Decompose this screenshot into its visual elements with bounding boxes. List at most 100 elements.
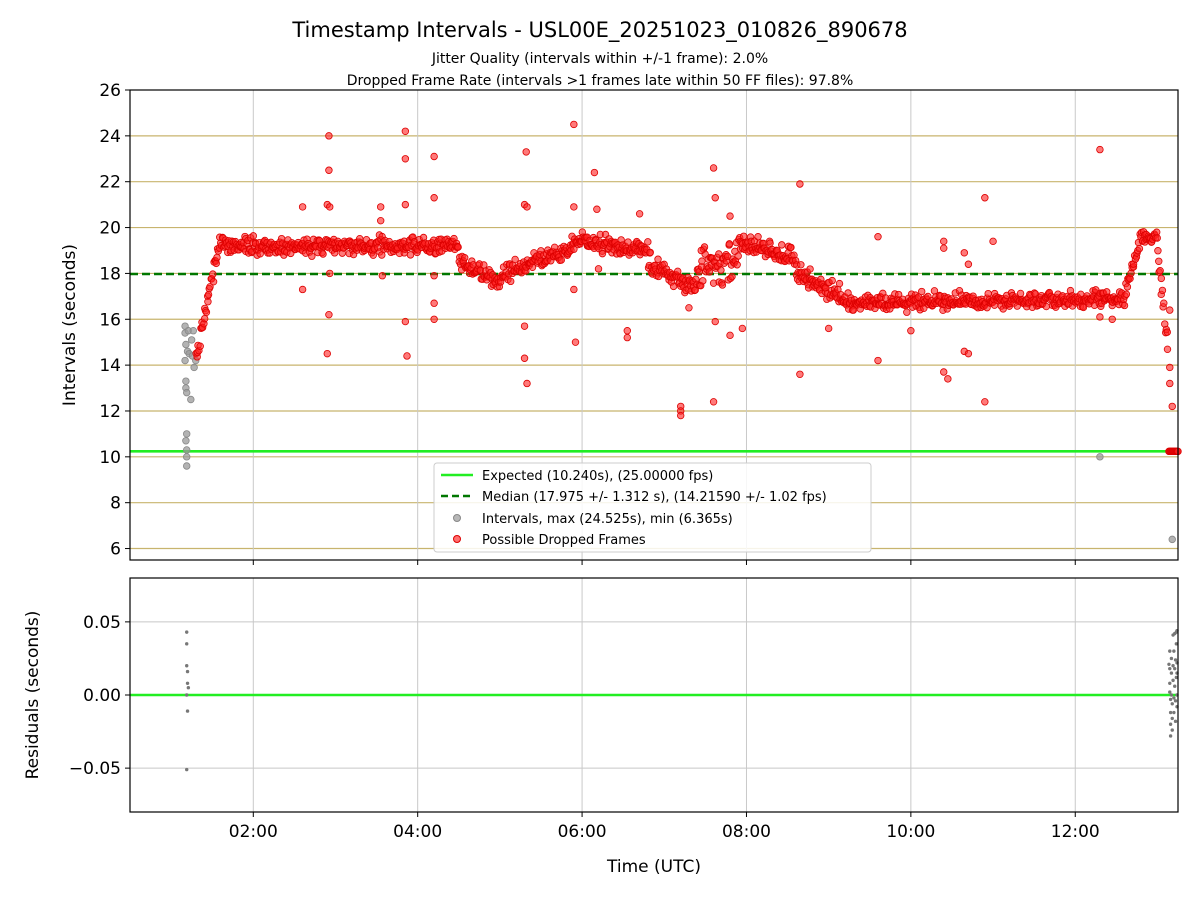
- dropped-frame-point: [734, 252, 742, 260]
- x-tick-label: 12:00: [1051, 822, 1100, 842]
- dropped-frame-point: [1016, 289, 1025, 298]
- dropped-frame-point: [523, 203, 531, 211]
- dropped-frame-point: [298, 203, 307, 211]
- dropped-frame-point: [705, 268, 714, 276]
- residual-point: [1174, 642, 1179, 646]
- dropped-frame-point: [754, 233, 762, 241]
- interval-point: [189, 327, 197, 335]
- dropped-frame-rate-subtitle: Dropped Frame Rate (intervals >1 frames …: [347, 73, 854, 89]
- dropped-frame-point: [430, 194, 438, 202]
- dropped-frame-point: [981, 398, 989, 406]
- intervals-y-tick-label: 20: [99, 219, 121, 239]
- residual-point: [1172, 649, 1176, 653]
- legend-intervals-swatch: [453, 514, 461, 522]
- residual-point: [185, 669, 190, 674]
- residuals-y-tick-label: 0.00: [83, 686, 121, 706]
- dropped-frame-point: [1163, 345, 1172, 354]
- dropped-frame-point: [401, 155, 410, 163]
- dropped-frame-point: [430, 152, 438, 161]
- dropped-frame-point: [697, 246, 705, 255]
- residual-point: [1173, 658, 1178, 662]
- intervals-plot: 6 8 10 12 14 16 18 20 22 24 26 Intervals (seconds)…: [60, 81, 1182, 565]
- x-axis-label: Time (UTC): [606, 857, 701, 877]
- intervals-points: [181, 120, 1182, 544]
- chart-legend: Expected (10.240s), (25.00000 fps) Media…: [433, 462, 872, 553]
- dropped-frame-point: [726, 212, 734, 220]
- dropped-frame-point: [1120, 301, 1129, 310]
- dropped-frame-point: [685, 304, 693, 312]
- dropped-frame-point: [698, 257, 706, 265]
- dropped-frame-point: [256, 250, 264, 258]
- dropped-frame-point: [325, 132, 333, 140]
- x-tick-label: 10:00: [886, 822, 935, 842]
- dropped-frame-point: [733, 261, 741, 269]
- dropped-frame-point: [1166, 363, 1174, 372]
- dropped-frame-point: [1123, 283, 1132, 291]
- dropped-frame-point: [796, 370, 804, 378]
- residual-point: [185, 693, 189, 697]
- residual-point: [185, 664, 189, 668]
- dropped-frame-point: [960, 249, 968, 257]
- interval-point: [182, 377, 190, 385]
- residual-point: [1169, 671, 1174, 675]
- dropped-frame-point: [590, 168, 599, 177]
- dropped-frame-point: [204, 298, 212, 306]
- dropped-frame-point: [940, 244, 948, 252]
- dropped-frame-point: [202, 308, 211, 316]
- intervals-plot-frame: [129, 89, 1179, 561]
- intervals-y-tick-label: 14: [99, 356, 121, 376]
- dropped-frame-point: [1163, 328, 1171, 336]
- dropped-frame-point: [523, 379, 531, 388]
- dropped-frame-point: [981, 194, 989, 202]
- interval-point: [181, 356, 189, 365]
- dropped-frame-point: [308, 252, 316, 260]
- legend-box: [433, 462, 872, 553]
- x-tick-label: 04:00: [393, 822, 442, 842]
- dropped-frame-point: [593, 205, 601, 213]
- interval-point: [190, 363, 198, 372]
- residual-point: [1168, 697, 1173, 702]
- dropped-frame-point: [728, 272, 736, 281]
- dropped-frame-point: [401, 200, 410, 209]
- residual-point: [185, 681, 190, 685]
- dropped-frame-point: [835, 279, 844, 288]
- dropped-frame-point: [711, 194, 719, 202]
- dropped-frame-point: [461, 254, 469, 262]
- residual-point: [1170, 728, 1174, 732]
- intervals-y-tick-label: 8: [110, 494, 121, 514]
- residual-point: [1173, 684, 1177, 688]
- jitter-quality-subtitle: Jitter Quality (intervals within +/-1 fr…: [431, 51, 768, 67]
- interval-point: [183, 453, 191, 461]
- dropped-frame-point: [623, 327, 631, 335]
- dropped-frame-point: [454, 243, 462, 251]
- legend-expected-label: Expected (10.240s), (25.00000 fps): [482, 469, 713, 484]
- residual-point: [185, 767, 189, 772]
- x-tick-label: 08:00: [722, 822, 771, 842]
- dropped-frame-point: [1096, 145, 1104, 154]
- residual-point: [1174, 675, 1179, 680]
- interval-point: [187, 336, 196, 344]
- dropped-frame-point: [917, 287, 926, 296]
- residual-point: [1168, 734, 1173, 738]
- dropped-frame-point: [717, 266, 725, 274]
- dropped-frame-point: [739, 232, 748, 240]
- dropped-frame-point: [298, 285, 307, 294]
- dropped-frame-point: [430, 315, 438, 323]
- residuals-ticks: −0.05 0.00 0.05 02:00 04:00 06:00 08:00 10:00 12…: [69, 613, 1100, 842]
- interval-point: [183, 388, 191, 397]
- dropped-frame-point: [570, 203, 578, 211]
- residual-point: [1173, 699, 1178, 703]
- dropped-frame-point: [249, 232, 258, 240]
- dropped-frame-point: [849, 306, 858, 314]
- dropped-frame-point: [654, 255, 662, 263]
- dropped-frame-point: [376, 216, 385, 225]
- dropped-frame-point: [1096, 313, 1104, 321]
- dropped-frame-point: [1158, 286, 1167, 295]
- residuals-y-tick-label: −0.05: [69, 759, 121, 779]
- residual-point: [1168, 666, 1172, 671]
- intervals-y-tick-label: 18: [99, 264, 121, 284]
- residuals-plot: −0.05 0.00 0.05 02:00 04:00 06:00 08:00 10:00 12…: [23, 577, 1179, 877]
- dropped-frame-point: [1154, 247, 1162, 255]
- dropped-frame-point: [824, 324, 833, 333]
- dropped-frame-point: [520, 322, 529, 330]
